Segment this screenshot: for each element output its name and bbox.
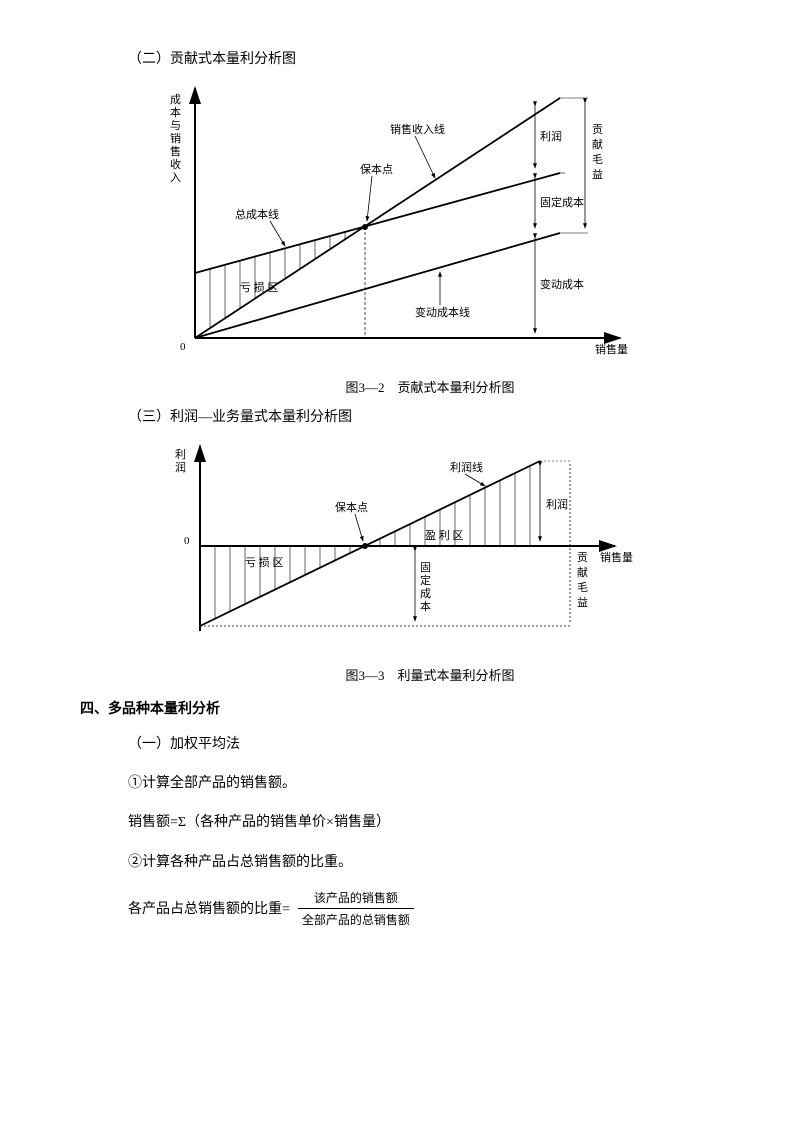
breakeven-point [362, 543, 368, 549]
svg-text:入: 入 [170, 172, 181, 184]
profit-label: 利润 [546, 497, 568, 511]
para-3: ②计算各种产品占总销售额的比重。 [128, 850, 720, 875]
loss-zone-label: 亏 损 区 [240, 280, 279, 294]
y-axis-label: 成 [170, 93, 181, 106]
x-axis-label: 销售量 [600, 550, 633, 564]
para-4: 各产品占总销售额的比重= 该产品的销售额 全部产品的总销售额 [128, 889, 720, 928]
contrib-label: 贡 [592, 124, 603, 136]
fixedcost-label: 固 [420, 561, 431, 574]
profitline-label: 利润线 [450, 460, 483, 474]
fraction-denominator: 全部产品的总销售额 [294, 909, 418, 928]
para-1: ①计算全部产品的销售额。 [128, 771, 720, 796]
svg-text:润: 润 [175, 460, 186, 474]
origin-label: 0 [184, 535, 190, 547]
svg-text:与: 与 [170, 119, 181, 132]
varcost-line-label: 变动成本线 [415, 305, 470, 319]
loss-zone-label: 亏 损 区 [245, 555, 284, 569]
chart2-caption: 图3—3 利量式本量利分析图 [140, 665, 720, 684]
heading-2: （二）贡献式本量利分析图 [128, 48, 720, 68]
svg-text:本: 本 [170, 105, 181, 119]
breakeven-label: 保本点 [360, 162, 393, 176]
svg-text:收: 收 [170, 157, 181, 171]
svg-text:毛: 毛 [592, 153, 603, 166]
breakeven-arrow [355, 514, 363, 541]
total-cost-line [195, 173, 560, 273]
breakeven-arrow [367, 176, 372, 221]
profit-label: 利润 [540, 129, 562, 143]
varcost-label: 变动成本 [540, 277, 584, 291]
totalcost-arrow [270, 221, 285, 246]
svg-text:益: 益 [577, 595, 588, 609]
svg-text:献: 献 [592, 137, 603, 151]
svg-text:益: 益 [592, 167, 603, 181]
contrib-label: 贡 [577, 552, 588, 564]
chart1-caption: 图3—2 贡献式本量利分析图 [140, 377, 720, 396]
y-axis-label: 利 [175, 448, 186, 461]
svg-text:销: 销 [170, 131, 181, 145]
svg-text:售: 售 [170, 144, 181, 158]
svg-text:本: 本 [420, 599, 431, 613]
svg-text:定: 定 [420, 573, 431, 587]
section-4-heading: 四、多品种本量利分析 [80, 698, 720, 718]
revenue-line-arrow [415, 136, 435, 178]
profit-zone-label: 盈 利 区 [425, 529, 464, 542]
svg-text:成: 成 [420, 587, 431, 600]
chart-3-2: 成 本 与 销 售 收 入 0 销售量 亏 损 区 销售收入线 保本点 总成本线… [140, 78, 720, 396]
profitline-arrow [465, 474, 485, 486]
heading-3: （三）利润—业务量式本量利分析图 [128, 406, 720, 426]
fraction-numerator: 该产品的销售额 [298, 889, 414, 909]
svg-text:献: 献 [577, 565, 588, 579]
formula-fraction: 该产品的销售额 全部产品的总销售额 [294, 889, 418, 928]
origin-label: 0 [180, 341, 186, 353]
formula-prefix: 各产品占总销售额的比重= [128, 898, 290, 918]
profit-line [200, 461, 540, 626]
revenue-line-label: 销售收入线 [390, 122, 445, 136]
x-axis-label: 销售量 [595, 342, 628, 356]
fixedcost-label: 固定成本 [540, 195, 584, 209]
svg-text:毛: 毛 [577, 581, 588, 594]
breakeven-label: 保本点 [335, 500, 368, 514]
sub-1-heading: （一）加权平均法 [128, 732, 720, 757]
totalcost-label: 总成本线 [235, 207, 279, 221]
chart-3-3: 利 润 0 销售量 亏 损 区 盈 利 区 保本点 利润线 [140, 436, 720, 684]
para-2: 销售额=Σ（各种产品的销售单价×销售量） [128, 810, 720, 835]
